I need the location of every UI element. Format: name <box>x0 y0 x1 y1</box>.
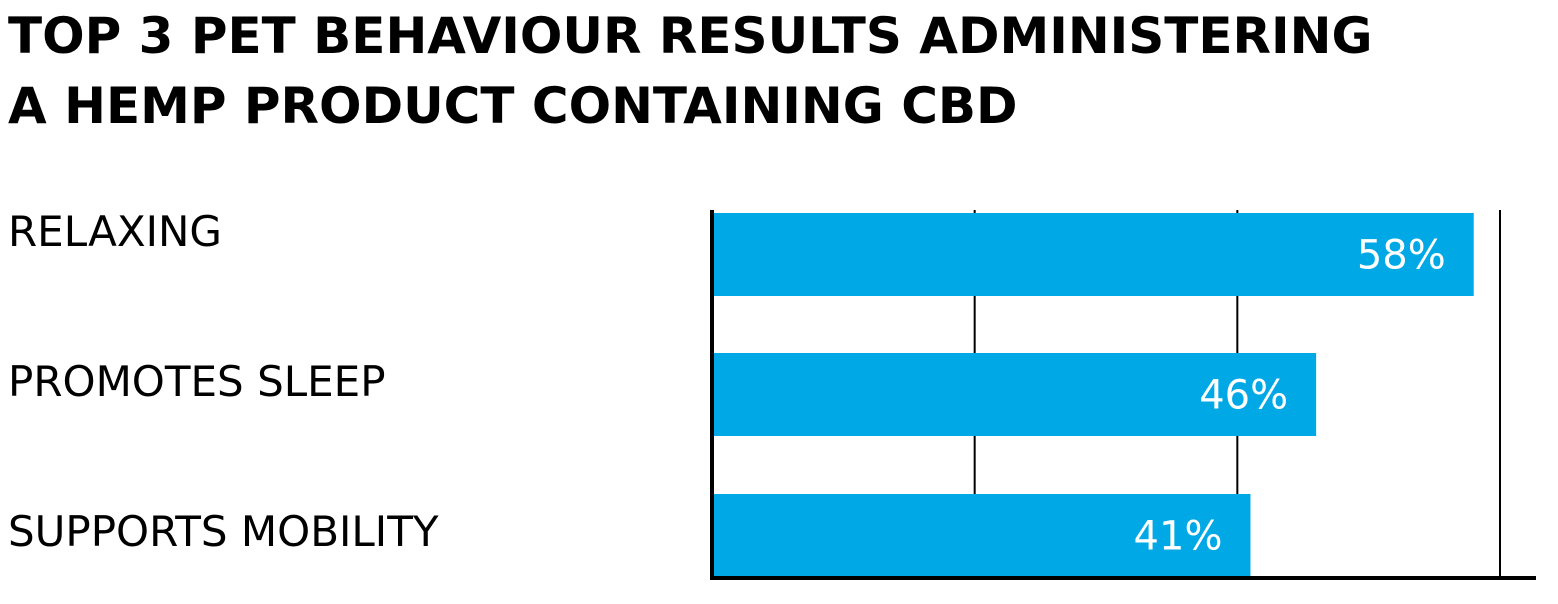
bar-relaxing <box>714 213 1474 296</box>
bar-value-label-promotes-sleep: 46% <box>1199 373 1288 419</box>
bar-value-label-relaxing: 58% <box>1357 233 1446 279</box>
category-label-promotes-sleep: PROMOTES SLEEP <box>8 357 386 406</box>
category-label-relaxing: RELAXING <box>8 207 222 256</box>
chart-title-line-2: A HEMP PRODUCT CONTAINING CBD <box>8 77 1018 135</box>
bar-value-label-supports-mobility: 41% <box>1134 514 1223 560</box>
bar-supports-mobility <box>714 494 1251 577</box>
category-label-supports-mobility: SUPPORTS MOBILITY <box>8 507 439 556</box>
chart-title-line-1: TOP 3 PET BEHAVIOUR RESULTS ADMINISTERIN… <box>8 7 1373 65</box>
bar-promotes-sleep <box>714 353 1317 436</box>
